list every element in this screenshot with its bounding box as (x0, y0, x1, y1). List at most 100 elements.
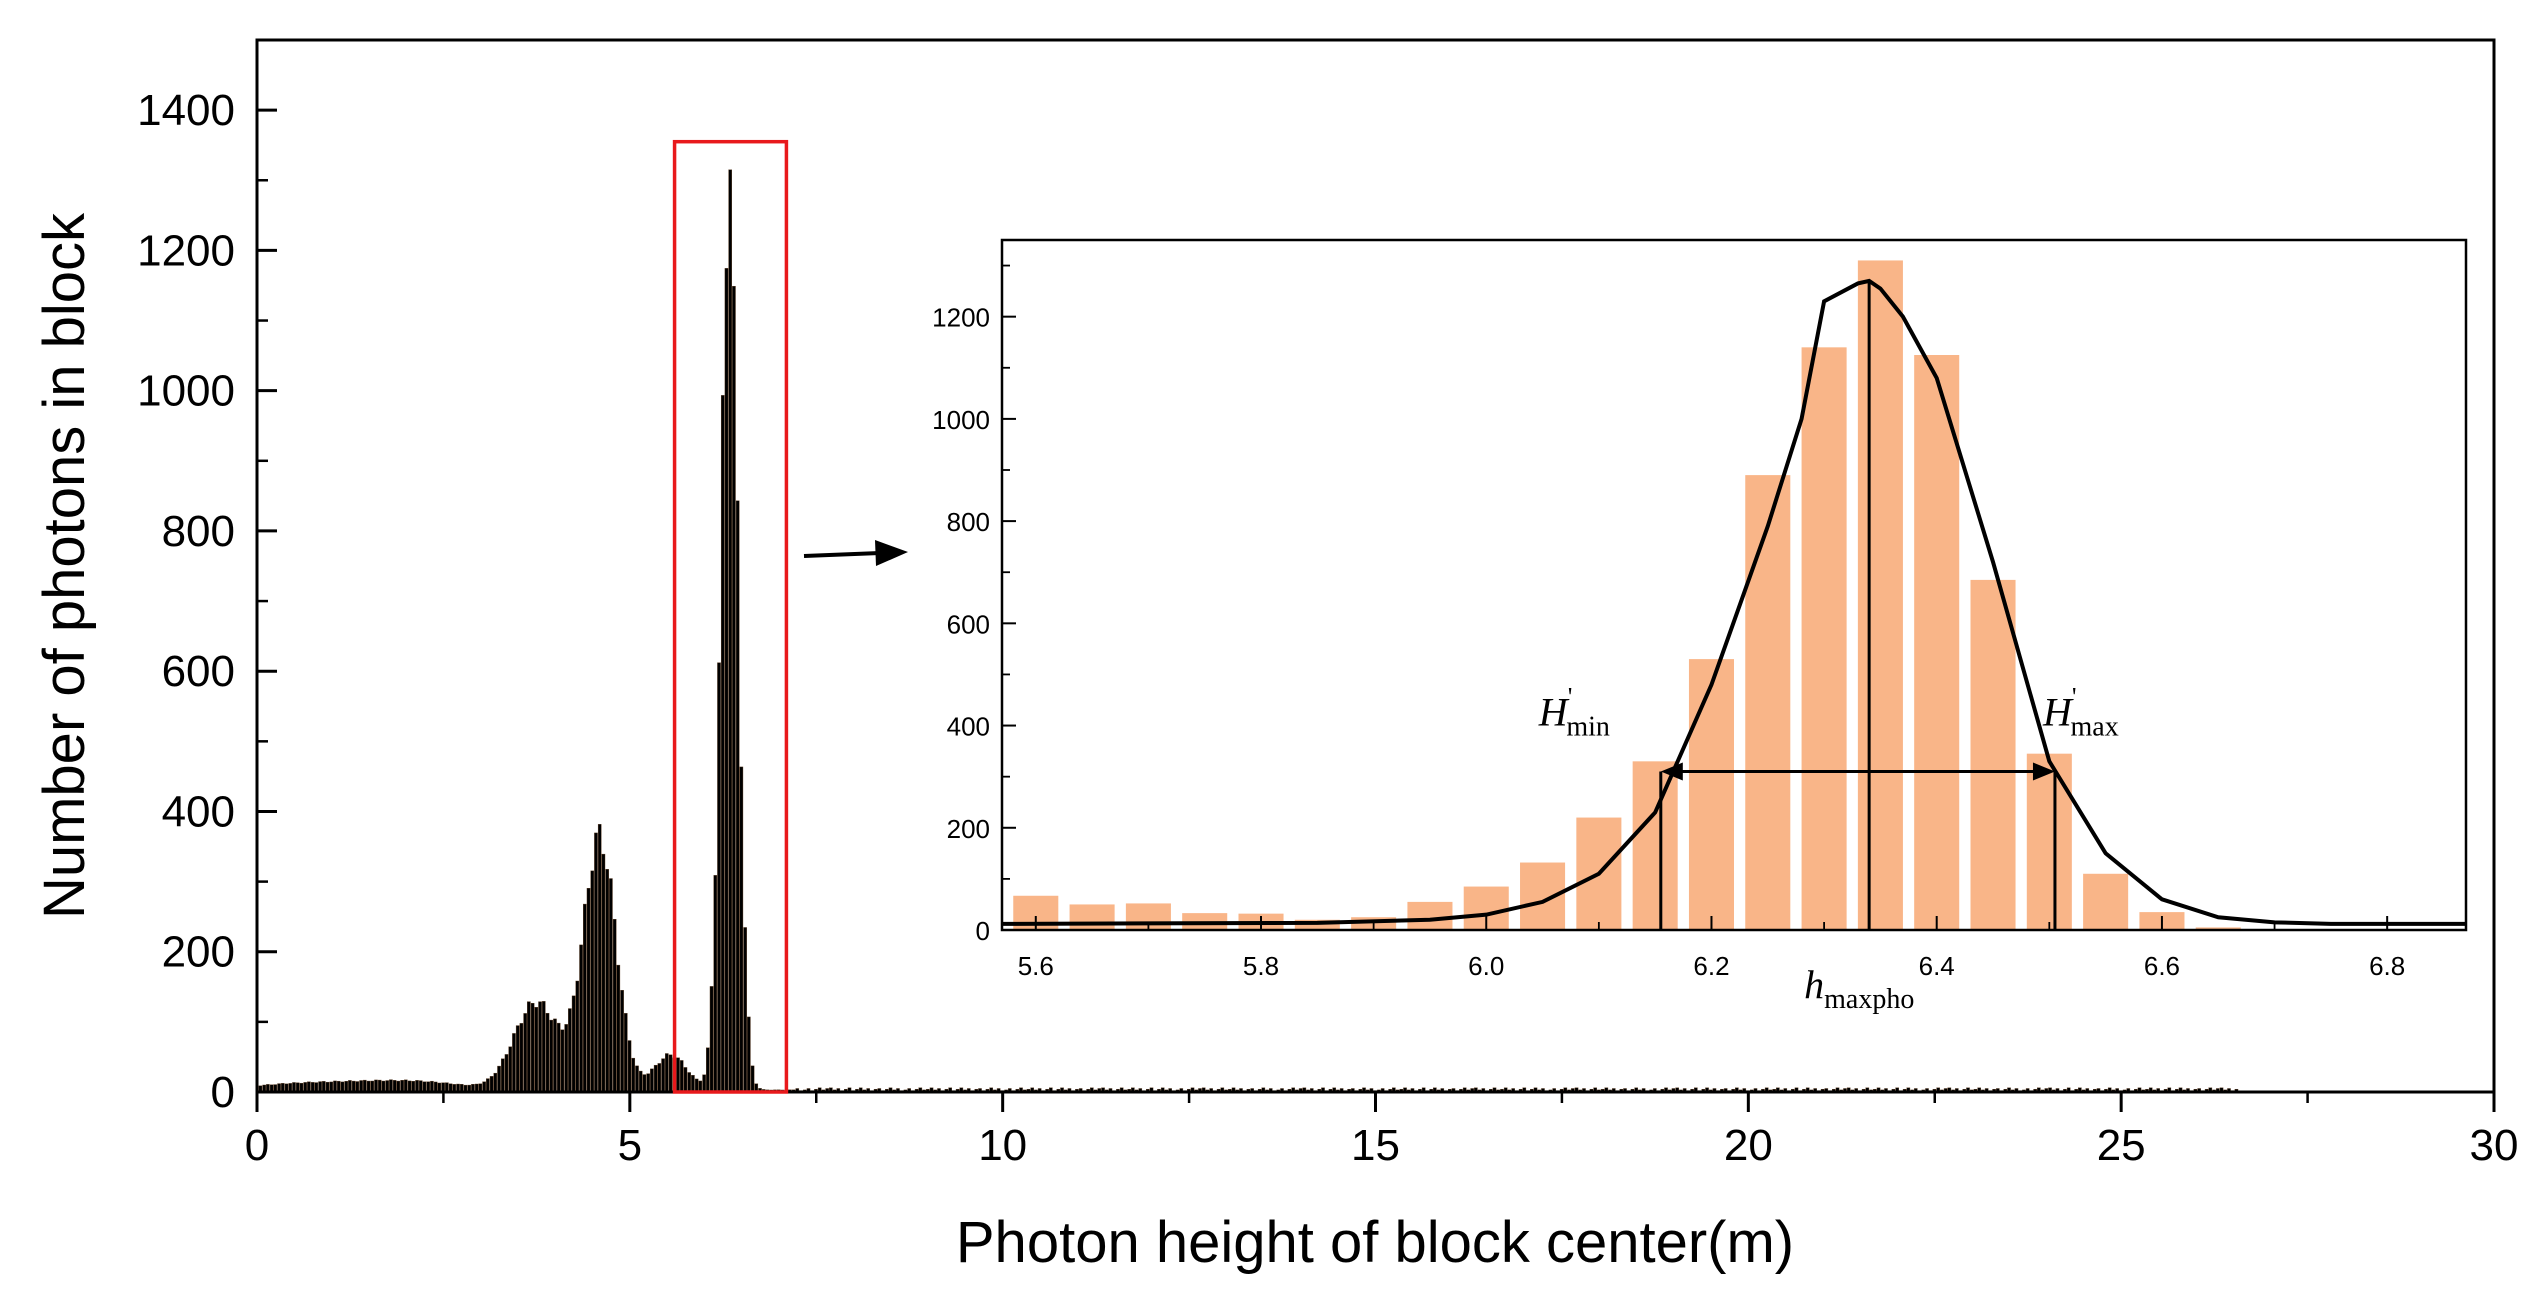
main-bar (597, 824, 602, 1093)
main-bar (709, 986, 714, 1093)
main-bar (683, 1067, 688, 1093)
label-h-min: H' min (1538, 683, 1610, 743)
inset-y-tick-label: 400 (947, 712, 990, 742)
main-bar (377, 1079, 382, 1093)
main-bar (631, 1057, 636, 1093)
inset-y-tick-label: 200 (947, 814, 990, 844)
main-bar (534, 1007, 539, 1093)
main-bar (538, 1001, 542, 1093)
main-bar (571, 995, 576, 1093)
main-y-tick-label: 200 (162, 928, 235, 977)
main-bar (657, 1063, 662, 1093)
main-bar (583, 903, 587, 1093)
main-bar (493, 1072, 498, 1093)
main-x-tick-label: 25 (2097, 1121, 2146, 1170)
main-bar (706, 1047, 710, 1093)
main-chart: 0 200 400 600 800 1000 1200 1400 0 5 10 15 20 25 30 P… (32, 38, 2518, 1275)
main-bar (508, 1046, 512, 1093)
highlight-box (672, 139, 789, 1094)
inset-y-tick-label: 600 (947, 609, 990, 639)
main-bar (329, 1081, 334, 1093)
main-bar (482, 1081, 486, 1093)
main-bar (691, 1075, 695, 1093)
main-bar (653, 1064, 658, 1093)
main-bar (594, 832, 598, 1093)
arrow-left-icon (1660, 762, 1683, 781)
main-x-tick-label: 10 (978, 1121, 1027, 1170)
main-bar (322, 1081, 326, 1093)
main-bar (750, 1065, 755, 1093)
main-bar (732, 286, 736, 1093)
inset-x-tick-label: 5.8 (1243, 951, 1279, 981)
main-bar (318, 1081, 322, 1093)
main-bar (676, 1057, 680, 1093)
main-bar (717, 662, 721, 1093)
inset-plot-frame (1000, 238, 2468, 932)
main-bar (348, 1080, 352, 1093)
inset-y-tick-label: 1200 (932, 303, 990, 333)
inset-markers (1659, 280, 2057, 930)
main-bar (433, 1081, 438, 1093)
main-bar (497, 1065, 501, 1093)
inset-x-tick-label: 6.6 (2144, 951, 2180, 981)
main-bar (344, 1081, 348, 1093)
main-bar (612, 919, 617, 1093)
inset-y-tick-label: 0 (976, 916, 990, 946)
main-bar (426, 1081, 430, 1093)
main-bar (366, 1080, 371, 1093)
main-bar (747, 1016, 751, 1093)
main-bar (489, 1076, 494, 1093)
main-y-tick-label: 0 (211, 1068, 235, 1117)
main-bar (545, 1013, 550, 1093)
inset-bar (1688, 659, 1734, 930)
inset-x-tick-label: 6.8 (2369, 951, 2405, 981)
main-x-tick-label: 15 (1351, 1121, 1400, 1170)
main-bar (396, 1080, 401, 1093)
main-bar (556, 1022, 561, 1093)
main-y-axis-label: Number of photons in block (32, 212, 97, 919)
main-bar (638, 1070, 643, 1093)
main-bar (620, 990, 624, 1093)
inset-x-tick-label: 6.0 (1468, 951, 1504, 981)
main-bar (400, 1080, 404, 1093)
main-bar (624, 1013, 628, 1093)
main-y-tick-label: 1200 (137, 226, 235, 275)
inset-bar (1801, 347, 1847, 931)
main-bar (523, 1013, 527, 1093)
main-bar (430, 1080, 434, 1093)
main-y-tick-label: 1400 (137, 86, 235, 135)
main-bar (665, 1053, 669, 1093)
inset-x-ticks: 5.6 5.8 6.0 6.2 6.4 6.6 6.8 (1018, 916, 2405, 981)
main-bar (568, 1008, 572, 1093)
main-bar (340, 1081, 345, 1093)
main-y-tick-label: 400 (162, 787, 235, 836)
main-bar (512, 1033, 516, 1093)
main-bar (374, 1079, 378, 1093)
main-bar (553, 1018, 557, 1093)
main-bar (668, 1054, 673, 1093)
main-x-ticks: 0 5 10 15 20 25 30 (245, 1092, 2518, 1170)
main-bar (381, 1080, 386, 1093)
main-y-tick-label: 600 (162, 647, 235, 696)
main-bar (661, 1058, 665, 1093)
main-x-axis-label: Photon height of block center(m) (956, 1210, 1794, 1275)
main-bar (307, 1081, 311, 1093)
main-bar (679, 1060, 684, 1093)
main-bar (687, 1072, 691, 1093)
main-bar (486, 1078, 490, 1093)
main-bar (336, 1080, 341, 1093)
arrow-right-icon (2032, 762, 2055, 781)
main-bar (713, 875, 718, 1093)
main-y-tick-label: 800 (162, 507, 235, 556)
main-bars (258, 169, 2239, 1093)
inset-fit-curve (1001, 278, 2466, 926)
label-h-max: H' max (2042, 683, 2119, 743)
inset-bar (2195, 927, 2241, 930)
main-x-tick-label: 20 (1724, 1121, 1773, 1170)
main-bar (694, 1078, 699, 1093)
inset-bar (1520, 862, 1566, 930)
main-bar (519, 1023, 524, 1093)
main-bar (415, 1080, 419, 1093)
main-bar (605, 869, 609, 1093)
